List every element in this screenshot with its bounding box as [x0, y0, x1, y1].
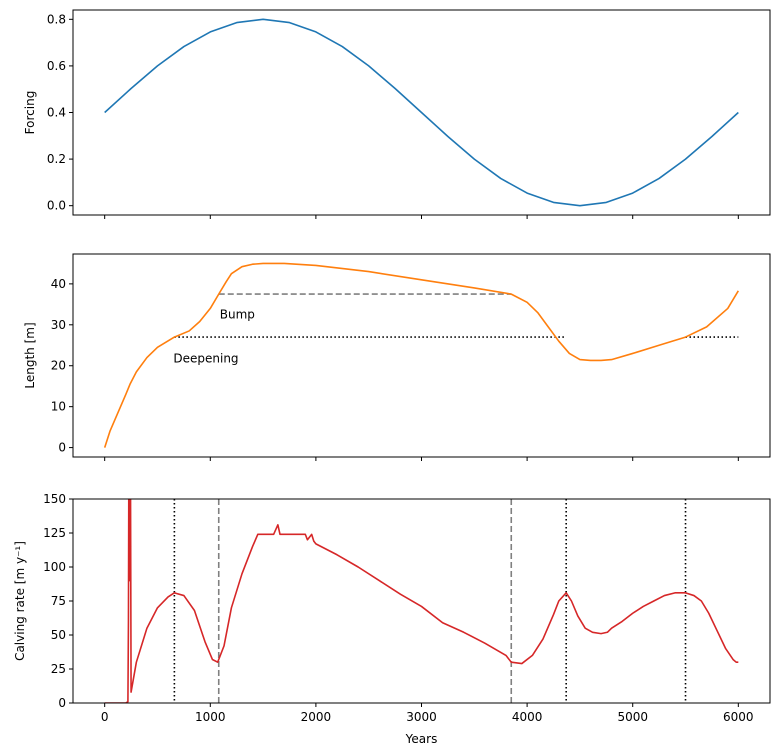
x-axis-label: Years: [405, 732, 438, 746]
series-line-length: [103, 262, 740, 448]
panel-length: 0 10 20 30 40 Length [m] Bump Deepening: [23, 253, 771, 461]
y-tick-label: 0: [58, 696, 66, 710]
y-axis-label: Length [m]: [23, 322, 37, 388]
x-tick-label: 6000: [723, 710, 754, 724]
y-tick-label: 0.6: [47, 59, 66, 73]
x-tick-label: 1000: [195, 710, 226, 724]
y-tick-label: 0.0: [47, 199, 66, 213]
y-tick-label: 0: [58, 441, 66, 455]
y-tick-label: 0.4: [47, 106, 66, 120]
bump-annotation: Bump: [220, 308, 255, 322]
y-tick-label: 25: [51, 662, 66, 676]
y-tick-label: 125: [43, 526, 66, 540]
x-tick-label: 4000: [512, 710, 543, 724]
panel-calving-rate: 0 25 50 75 100 125 150 0 1000 2000 3000 4000 5000 600…: [13, 492, 771, 746]
x-tick-label: 3000: [406, 710, 437, 724]
y-tick-label: 0.2: [47, 152, 66, 166]
y-axis-label: Forcing: [23, 91, 37, 135]
x-tick-label: 5000: [617, 710, 648, 724]
y-tick-label: 75: [51, 594, 66, 608]
y-tick-label: 20: [51, 359, 66, 373]
series-line-calving-rate: [104, 499, 739, 703]
y-tick-label: 150: [43, 492, 66, 506]
y-tick-label: 100: [43, 560, 66, 574]
x-tick-label: 2000: [301, 710, 332, 724]
axes-frame: [72, 498, 771, 704]
panel-forcing: 0.0 0.2 0.4 0.6 0.8 Forcing: [23, 9, 771, 219]
x-tick-label: 0: [101, 710, 109, 724]
y-axis-label: Calving rate [m y⁻¹]: [13, 541, 27, 661]
y-tick-label: 30: [51, 318, 66, 332]
y-tick-label: 10: [51, 400, 66, 414]
y-tick-label: 40: [51, 277, 66, 291]
y-tick-label: 0.8: [47, 12, 66, 26]
deepening-annotation: Deepening: [173, 351, 238, 365]
y-tick-label: 50: [51, 628, 66, 642]
series-line-forcing: [104, 18, 739, 207]
